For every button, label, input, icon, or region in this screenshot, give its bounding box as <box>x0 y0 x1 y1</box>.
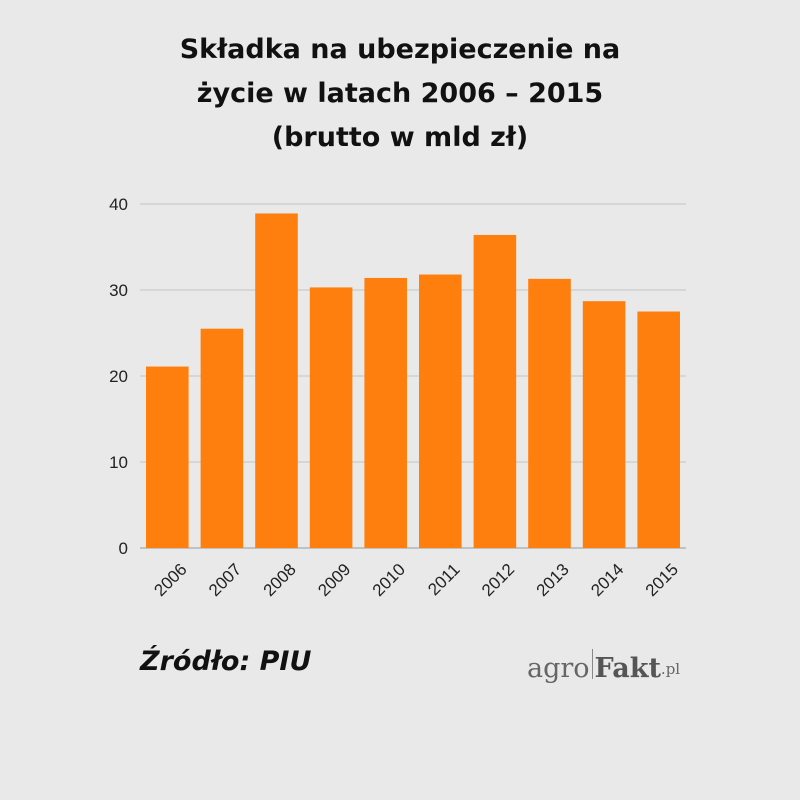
bar-2013 <box>528 278 571 548</box>
x-tick-label: 2014 <box>587 560 627 600</box>
x-tick-label: 2007 <box>205 560 245 600</box>
y-tick-label: 0 <box>119 539 128 558</box>
bar-2006 <box>146 366 189 548</box>
chart-title-line-3: (brutto w mld zł) <box>271 122 529 153</box>
bar-2008 <box>255 213 298 548</box>
bar-2011 <box>419 274 462 548</box>
bar-2014 <box>582 301 626 548</box>
logo-pl: .pl <box>660 660 681 678</box>
bar-2007 <box>200 328 244 548</box>
x-tick-label: 2009 <box>314 560 354 600</box>
chart-title: Składka na ubezpieczenie na życie w lata… <box>0 28 800 160</box>
bar-2009 <box>309 287 353 548</box>
x-tick-label: 2012 <box>478 560 518 600</box>
bar-2012 <box>473 234 517 548</box>
chart-title-line-1: Składka na ubezpieczenie na <box>179 34 621 65</box>
y-tick-label: 40 <box>109 195 128 214</box>
chart-title-line-2: życie w latach 2006 – 2015 <box>196 78 604 109</box>
logo-agro: agro <box>527 653 590 684</box>
x-tick-label: 2010 <box>369 560 409 600</box>
x-tick-label: 2015 <box>642 560 682 600</box>
x-tick-label: 2006 <box>150 560 190 600</box>
logo-separator <box>591 649 593 679</box>
agrofakt-logo: agro Fakt .pl <box>527 640 680 684</box>
source-label: Źródło: PIU <box>140 646 312 677</box>
bar-2010 <box>364 277 407 548</box>
x-tick-label: 2013 <box>533 560 573 600</box>
y-tick-label: 20 <box>109 367 128 386</box>
logo-fakt: Fakt <box>594 653 661 684</box>
x-tick-label: 2008 <box>260 560 300 600</box>
bar-2015 <box>637 311 680 548</box>
y-tick-label: 10 <box>109 453 128 472</box>
y-tick-label: 30 <box>109 281 128 300</box>
x-tick-label: 2011 <box>424 560 463 599</box>
